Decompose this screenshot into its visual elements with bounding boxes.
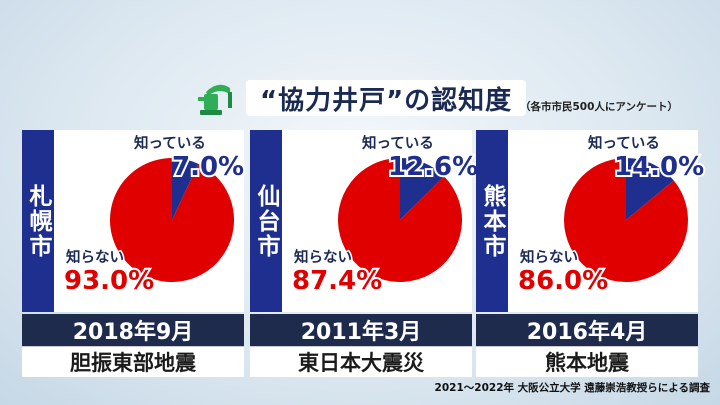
quake-date-label: 2018年9月	[22, 314, 244, 346]
quake-date-label: 2011年3月	[250, 314, 472, 346]
pie-slice-know	[626, 158, 674, 220]
pie-slice-dont-know	[338, 158, 462, 282]
pie-panel: 仙台市 知っている 12.6% 知らない 87.4%	[250, 122, 480, 312]
pie-slice-know	[172, 158, 199, 220]
city-label: 熊本市	[476, 130, 508, 312]
source-footnote: 2021～2022年 大阪公立大学 遠藤崇浩教授らによる調査	[434, 382, 710, 394]
know-percent-label: 7.0%	[170, 150, 246, 184]
know-label: 知っている	[361, 135, 436, 154]
quake-name-label: 胆振東部地震	[22, 346, 244, 377]
pie-slice-dont-know	[109, 158, 234, 282]
dont-know-label: 知らない	[519, 249, 580, 268]
pie-slice-know	[400, 158, 445, 220]
pie-chart	[109, 158, 234, 282]
dont-know-percent-label: 93.0%	[62, 264, 156, 298]
dont-know-percent-label: 86.0%	[516, 264, 610, 298]
dont-know-label: 知らない	[65, 249, 126, 268]
know-label: 知っている	[133, 135, 208, 154]
know-percent-label: 12.6%	[386, 150, 480, 184]
quake-name-label: 東日本大震災	[250, 346, 472, 377]
city-label: 札幌市	[22, 130, 54, 312]
quake-name-label: 熊本地震	[476, 346, 698, 377]
pie-panel: 熊本市 知っている 14.0% 知らない 86.0%	[476, 122, 706, 312]
chart-title: “協力井戸”の認知度	[246, 80, 527, 116]
dont-know-percent-label: 87.4%	[290, 264, 384, 298]
pie-chart	[564, 158, 688, 282]
title-area: “協力井戸”の認知度	[196, 78, 527, 118]
city-label: 仙台市	[250, 130, 282, 312]
know-percent-label: 14.0%	[612, 150, 706, 184]
quake-date-label: 2016年4月	[476, 314, 698, 346]
know-label: 知っている	[587, 135, 662, 154]
chart-subtitle: （各市市民500人にアンケート）	[520, 101, 678, 113]
pie-slice-dont-know	[564, 158, 688, 282]
water-pump-icon	[198, 84, 232, 115]
pie-chart	[338, 158, 462, 282]
pie-panel: 札幌市 知っている 7.0% 知らない 93.0%	[22, 122, 246, 312]
dont-know-label: 知らない	[293, 249, 354, 268]
